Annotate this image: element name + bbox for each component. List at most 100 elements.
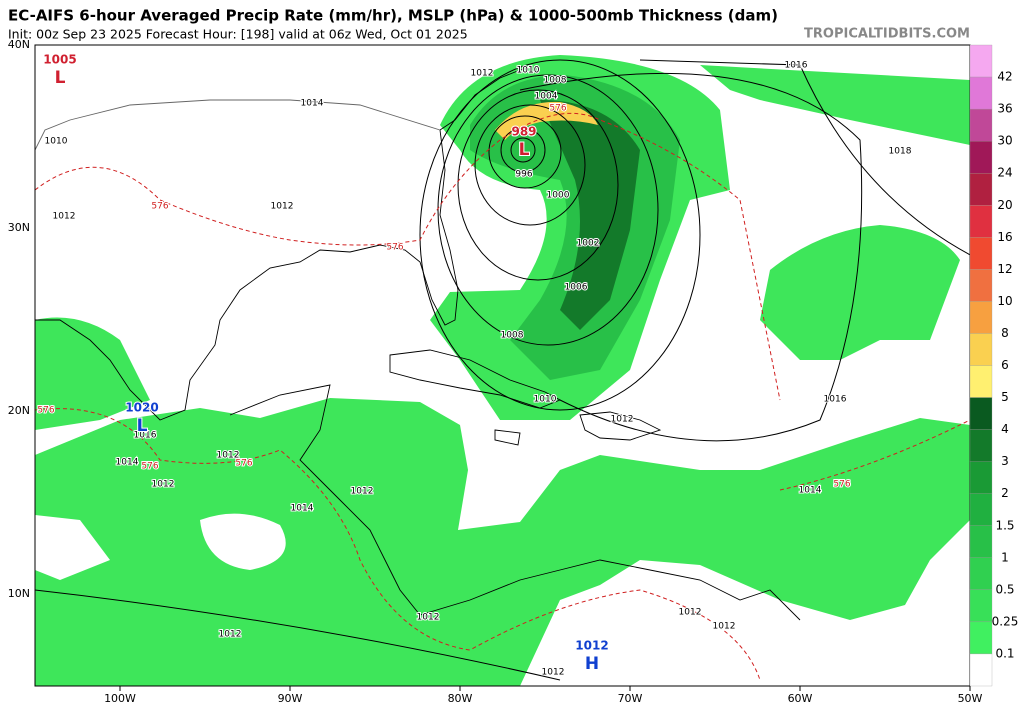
colorbar-label: 2 xyxy=(1001,486,1009,500)
lon-label: 100W xyxy=(104,692,136,705)
colorbar-label: 16 xyxy=(997,230,1012,244)
colorbar-label: 1.5 xyxy=(995,518,1014,532)
colorbar-label: 4 xyxy=(1001,422,1009,436)
lat-label: 10N xyxy=(8,587,30,600)
lon-label: 80W xyxy=(448,692,473,705)
contour-label: 1018 xyxy=(889,147,912,157)
pressure-center-value: 1012 xyxy=(575,639,608,653)
contour-label: 1012 xyxy=(53,212,76,222)
contour-label: 1016 xyxy=(824,395,847,405)
contour-label: 576 xyxy=(141,462,158,472)
colorbar-swatch xyxy=(969,44,993,78)
colorbar-swatch xyxy=(969,621,993,655)
colorbar-swatch xyxy=(969,333,993,366)
lat-label: 30N xyxy=(8,221,30,234)
contour-label: 996 xyxy=(515,170,532,180)
contour-label: 576 xyxy=(235,459,252,469)
colorbar-label: 20 xyxy=(997,198,1012,212)
contour-label: 1012 xyxy=(219,630,242,640)
colorbar-swatch xyxy=(969,589,993,623)
coastlines xyxy=(35,67,801,621)
precip-area xyxy=(760,225,960,360)
lon-label: 90W xyxy=(278,692,303,705)
contour-label: 1000 xyxy=(547,191,570,201)
contour-label: 1012 xyxy=(679,608,702,618)
pressure-center-letter: H xyxy=(585,654,599,674)
colorbar-label: 42 xyxy=(997,70,1012,84)
colorbar-swatch xyxy=(969,653,993,687)
contour-label: 1004 xyxy=(535,92,558,102)
colorbar-label: 8 xyxy=(1001,326,1009,340)
pressure-center-letter: L xyxy=(519,140,530,160)
precip-area xyxy=(700,65,970,145)
contour-label: 1012 xyxy=(152,480,175,490)
colorbar-label: 12 xyxy=(997,262,1012,276)
colorbar-label: 6 xyxy=(1001,358,1009,372)
colorbar-label: 30 xyxy=(997,134,1012,148)
lat-label: 40N xyxy=(8,38,30,51)
contour-label: 1002 xyxy=(577,239,600,249)
contour-label: 1006 xyxy=(565,283,588,293)
colorbar-swatch xyxy=(969,557,993,590)
contour-label: 1012 xyxy=(271,202,294,212)
colorbar-swatch xyxy=(969,301,993,334)
pressure-center-value: 989 xyxy=(511,125,536,139)
contour-label: 1012 xyxy=(542,668,565,678)
colorbar-label: 36 xyxy=(997,102,1012,116)
colorbar-swatch xyxy=(969,461,993,494)
colorbar-label: 0.1 xyxy=(995,646,1014,660)
contour-label: 1014 xyxy=(116,458,139,468)
lon-label: 60W xyxy=(788,692,813,705)
pressure-center-letter: L xyxy=(137,416,148,436)
contour-label: 576 xyxy=(833,480,850,490)
contour-label: 1012 xyxy=(417,613,440,623)
contour-label: 576 xyxy=(37,406,54,416)
colorbar-swatch xyxy=(969,493,993,526)
contour-label: 576 xyxy=(386,243,403,253)
contour-label: 1014 xyxy=(301,99,324,109)
colorbar-swatch xyxy=(969,237,993,270)
colorbar-label: 3 xyxy=(1001,454,1009,468)
colorbar-label: 10 xyxy=(997,294,1012,308)
colorbar-swatch xyxy=(969,205,993,238)
precip-area xyxy=(35,317,150,430)
lon-label: 70W xyxy=(618,692,643,705)
precip-area xyxy=(495,101,598,140)
contour-label: 1014 xyxy=(799,486,822,496)
contour-label: 1016 xyxy=(785,61,808,71)
lat-label: 20N xyxy=(8,404,30,417)
colorbar-swatch xyxy=(969,76,993,110)
isobars xyxy=(35,59,970,681)
colorbar-label: 24 xyxy=(997,166,1012,180)
precip-area xyxy=(35,513,286,580)
contour-label: 1010 xyxy=(534,395,557,405)
colorbar-label: 5 xyxy=(1001,390,1009,404)
contour-label: 1014 xyxy=(291,504,314,514)
contour-label: 1010 xyxy=(517,66,540,76)
colorbar-label: 0.25 xyxy=(992,614,1019,628)
map xyxy=(34,44,971,687)
contour-label: 1012 xyxy=(611,415,634,425)
contour-label: 576 xyxy=(151,202,168,212)
colorbar-swatch xyxy=(969,429,993,462)
thickness-lines xyxy=(35,112,970,681)
contour-label: 1008 xyxy=(501,331,524,341)
pressure-center-letter: L xyxy=(55,68,66,88)
contour-label: 1008 xyxy=(544,76,567,86)
colorbar-swatch xyxy=(969,269,993,302)
colorbar: 42 36 30 24 20 16 12 10 8 6 5 4 3 2 1.5 1 0.5 0.25 0.1 xyxy=(969,44,1019,687)
contour-label: 1016 xyxy=(134,431,157,441)
source: TROPICALTIDBITS.COM xyxy=(804,27,970,42)
contour-label: 1012 xyxy=(713,622,736,632)
colorbar-swatch xyxy=(969,365,993,398)
pressure-center-value: 1020 xyxy=(125,401,158,415)
colorbar-swatch xyxy=(969,108,993,142)
contour-label: 1012 xyxy=(471,69,494,79)
title: EC-AIFS 6-hour Averaged Precip Rate (mm/… xyxy=(8,7,778,25)
precip-area xyxy=(35,398,970,686)
colorbar-swatch xyxy=(969,397,993,430)
contour-label: 1012 xyxy=(351,487,374,497)
subtitle: Init: 00z Sep 23 2025 Forecast Hour: [19… xyxy=(8,27,468,42)
contour-label: 1010 xyxy=(45,137,68,147)
